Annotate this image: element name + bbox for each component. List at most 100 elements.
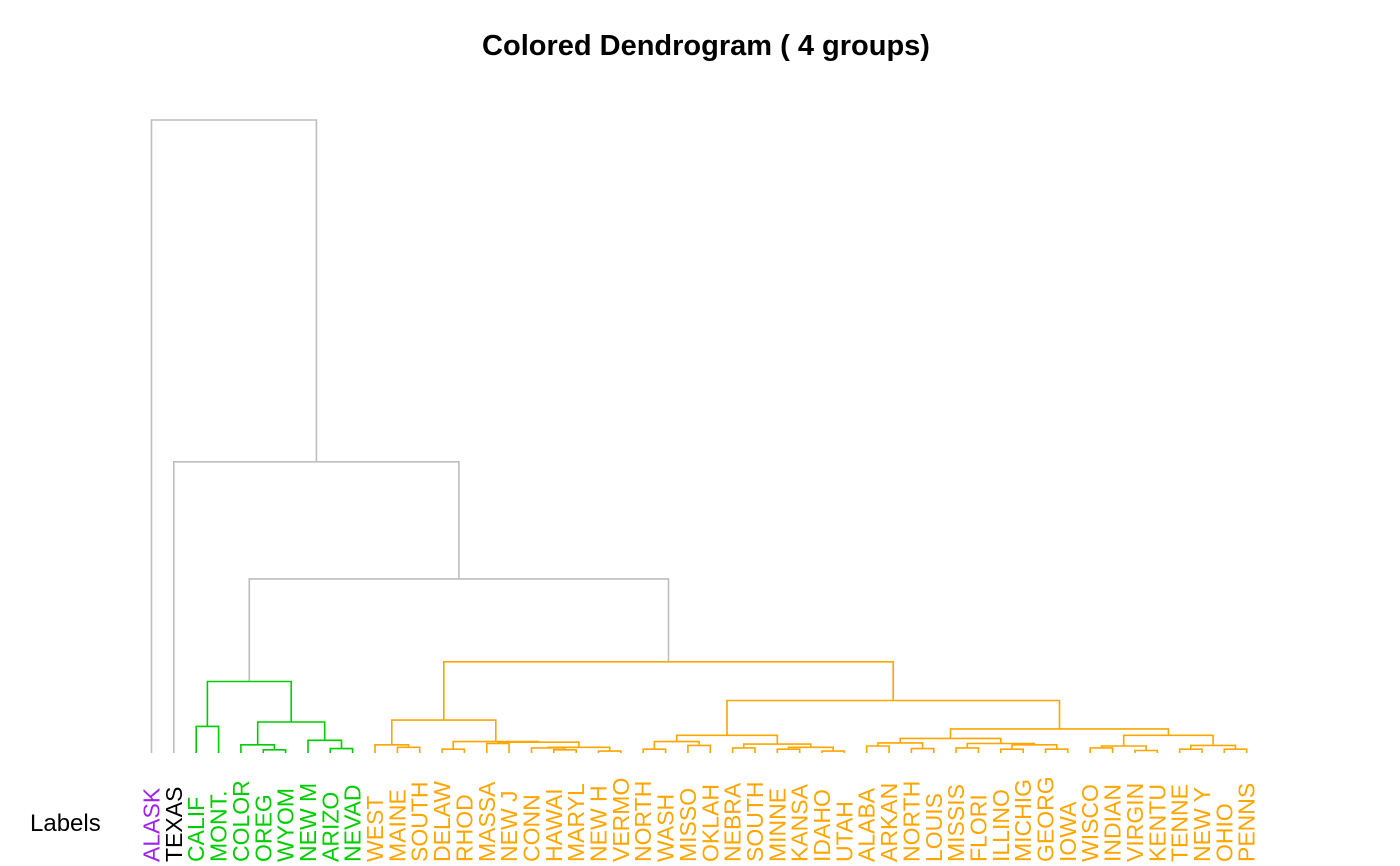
dendrogram-link-34: [877, 742, 924, 749]
dendrogram-link-44: [1089, 747, 1114, 753]
dendrogram-link-24: [653, 740, 700, 750]
dendrogram-link-17: [486, 742, 510, 753]
leaf-label-39: MICHIG: [1010, 779, 1036, 862]
dendrogram-link-30: [776, 748, 801, 753]
leaf-label-45: KENTU: [1144, 784, 1170, 862]
leaf-label-32: ALABA: [854, 787, 880, 862]
leaf-label-15: MASSA: [474, 781, 500, 862]
leaf-label-7: NEW M: [295, 783, 321, 862]
dendrogram-link-28: [731, 747, 756, 753]
leaf-label-10: WEST: [362, 796, 388, 862]
leaf-label-3: MONT.: [206, 790, 232, 862]
leaf-label-38: ILLINO: [988, 789, 1014, 862]
leaf-label-36: MISSIS: [943, 784, 969, 862]
leaf-label-17: CONN: [518, 794, 544, 862]
dendrogram-link-38: [955, 747, 980, 753]
leaf-label-25: OKLAH: [697, 784, 723, 862]
dendrogram-link-45: [1134, 749, 1159, 753]
chart-title: Colored Dendrogram ( 4 groups): [482, 30, 930, 62]
dendrogram-link-1: [173, 461, 460, 753]
leaf-label-23: WASH: [653, 794, 679, 862]
leaf-label-2: CALIF: [183, 797, 209, 862]
leaf-label-30: IDAHO: [809, 789, 835, 862]
dendrogram-link-27: [743, 743, 812, 748]
dendrogram-link-26: [687, 744, 712, 753]
dendrogram-link-15: [441, 748, 466, 753]
leaf-label-41: IOWA: [1055, 801, 1081, 862]
dendrogram-link-40: [1000, 748, 1024, 753]
leaf-label-34: NORTH: [898, 781, 924, 862]
leaf-label-28: MINNE: [764, 788, 790, 862]
dendrogram-link-9: [329, 747, 354, 753]
dendrogram-link-2: [248, 578, 670, 682]
leaf-label-26: NEBRA: [720, 782, 746, 862]
dendrogram-link-41: [1044, 748, 1069, 753]
leaf-label-13: DELAW: [429, 781, 455, 862]
dendrogram-link-25: [642, 748, 667, 753]
dendrogram-link-10: [443, 661, 894, 721]
leaf-label-strip: ALASK TEXAS CALIF MONT. COLOR OREG WYOM NEW M AR…: [0, 778, 1400, 866]
leaf-label-11: MAINE: [384, 789, 410, 862]
leaf-label-48: OHIO: [1211, 803, 1237, 862]
leaf-label-1: TEXAS: [161, 787, 187, 862]
dendrogram-link-12: [374, 744, 410, 753]
leaf-label-31: UTAH: [831, 801, 857, 862]
leaf-label-42: WISCO: [1077, 784, 1103, 862]
dendrogram-link-3: [206, 680, 292, 727]
leaf-label-16: NEW J: [496, 790, 522, 862]
dendrogram-link-5: [256, 721, 326, 745]
dendrogram-link-32: [949, 728, 1170, 739]
dendrogram-link-22: [726, 699, 1061, 736]
dendrogram-link-7: [262, 749, 287, 753]
dendrogram-link-11: [391, 719, 497, 745]
leaf-label-37: FLORI: [965, 794, 991, 862]
dendrogram-link-8: [307, 739, 343, 753]
leaf-label-19: MARYL: [563, 783, 589, 862]
leaf-label-43: INDIAN: [1100, 784, 1126, 862]
dendrogram-link-13: [396, 746, 421, 753]
leaf-label-4: COLOR: [228, 780, 254, 862]
dendrogram-link-47: [1178, 748, 1203, 753]
dendrogram-link-33: [899, 737, 1002, 744]
leaf-label-5: OREG: [250, 794, 276, 862]
dendrogram-link-23: [675, 734, 779, 745]
row-axis-label: Labels: [30, 810, 101, 837]
leaf-label-9: NEVAD: [340, 784, 366, 862]
dendrogram-link-6: [240, 744, 276, 753]
leaf-label-49: PENNS: [1234, 783, 1260, 862]
leaf-label-29: KANSA: [787, 783, 813, 862]
dendrogram-link-35: [865, 745, 890, 753]
leaf-label-46: TENNE: [1167, 784, 1193, 862]
leaf-label-0: ALASK: [139, 787, 165, 862]
dendrogram-link-19: [530, 747, 566, 753]
leaf-label-21: VERMO: [608, 778, 634, 862]
leaf-label-14: RHOD: [451, 794, 477, 862]
leaf-label-47: NEW Y: [1189, 787, 1215, 862]
leaf-label-12: SOUTH: [407, 782, 433, 863]
dendrogram-link-39: [1011, 744, 1058, 750]
dendrogram-link-43: [1100, 745, 1147, 751]
dendrogram-link-31: [821, 750, 846, 753]
leaf-label-40: GEORG: [1033, 778, 1059, 862]
leaf-label-8: ARIZO: [317, 792, 343, 862]
dendrogram-link-4: [195, 725, 220, 753]
dendrogram-link-36: [910, 747, 935, 753]
leaf-label-33: ARKAN: [876, 783, 902, 862]
leaf-label-27: SOUTH: [742, 782, 768, 863]
dendrogram-link-46: [1190, 744, 1237, 750]
leaf-label-22: NORTH: [630, 781, 656, 862]
dendrogram-link-48: [1223, 748, 1248, 753]
leaf-label-18: HAWAI: [541, 788, 567, 862]
dendrogram-link-0: [150, 119, 318, 753]
dendrogram-link-20: [553, 749, 577, 753]
dendrogram-link-21: [597, 750, 622, 753]
dendrogram-link-42: [1122, 734, 1214, 746]
leaf-label-6: WYOM: [273, 788, 299, 862]
dendrogram-link-29: [787, 746, 834, 752]
leaf-label-44: VIRGIN: [1122, 783, 1148, 862]
leaf-label-35: LOUIS: [921, 793, 947, 862]
leaf-label-24: MISSO: [675, 788, 701, 862]
